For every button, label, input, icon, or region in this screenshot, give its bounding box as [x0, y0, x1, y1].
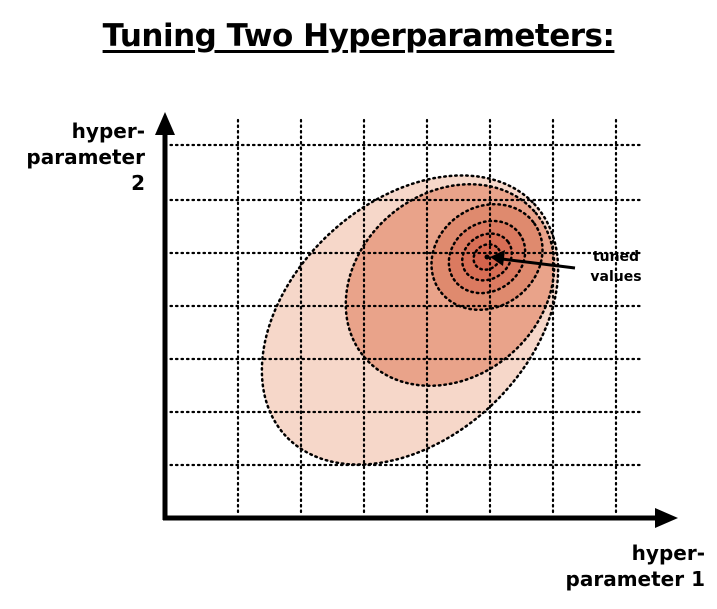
- x-axis-label-line1: hyper-: [631, 541, 705, 565]
- x-axis-label-line2: parameter 1: [565, 567, 705, 591]
- callout-arrowhead: [490, 250, 505, 266]
- optimum-point: [484, 254, 490, 260]
- callout-arrow-shaft: [501, 257, 576, 270]
- page-title: Tuning Two Hyperparameters:: [0, 18, 717, 54]
- y-axis-label: hyper- parameter 2: [10, 118, 145, 196]
- callout-line1: tuned: [592, 249, 640, 265]
- y-axis-arrowhead: [155, 112, 175, 135]
- y-axis-label-line1: hyper-: [71, 119, 145, 143]
- callout-arrow: [484, 250, 576, 270]
- axes: [155, 112, 678, 528]
- tuned-values-callout: tuned values: [576, 247, 656, 287]
- page-title-text: Tuning Two Hyperparameters:: [102, 18, 615, 54]
- grid: [163, 118, 642, 517]
- x-axis-label: hyper- parameter 1: [555, 540, 705, 592]
- tuning-regions: [260, 174, 560, 466]
- y-axis-label-line2: parameter 2: [26, 145, 145, 195]
- x-axis-arrowhead: [655, 508, 678, 528]
- callout-line2: values: [590, 269, 642, 285]
